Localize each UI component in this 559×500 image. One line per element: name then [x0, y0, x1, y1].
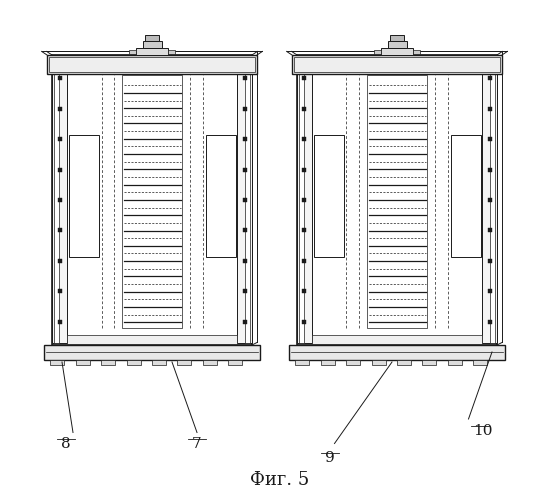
Bar — [372, 360, 386, 364]
Text: 9: 9 — [325, 451, 334, 465]
Bar — [122, 76, 182, 328]
Bar — [374, 50, 381, 54]
Bar — [177, 360, 191, 364]
Bar — [44, 345, 260, 360]
Bar — [126, 360, 140, 364]
Bar — [206, 135, 235, 257]
Text: Фиг. 5: Фиг. 5 — [250, 471, 309, 489]
Bar — [423, 360, 437, 364]
Bar — [312, 335, 482, 344]
Bar — [451, 135, 481, 257]
Bar — [346, 360, 360, 364]
Bar — [413, 50, 420, 54]
Bar — [321, 360, 335, 364]
Bar — [54, 58, 59, 343]
Bar — [473, 360, 487, 364]
Bar — [297, 55, 497, 345]
Bar — [69, 135, 98, 257]
Text: 7: 7 — [192, 438, 202, 452]
Bar — [490, 58, 495, 343]
Bar — [482, 58, 497, 343]
Bar — [299, 58, 304, 343]
Bar — [245, 58, 250, 343]
Text: 8: 8 — [61, 438, 70, 452]
Bar — [367, 76, 427, 328]
Bar — [292, 55, 502, 74]
Bar — [203, 360, 217, 364]
Bar — [52, 55, 252, 345]
Bar — [129, 50, 136, 54]
Bar — [397, 360, 411, 364]
Bar — [50, 56, 254, 72]
Bar — [50, 360, 64, 364]
Bar — [52, 58, 67, 343]
Bar — [47, 55, 257, 74]
Bar — [168, 50, 175, 54]
Bar — [101, 360, 115, 364]
Bar — [136, 48, 168, 55]
Bar — [314, 135, 343, 257]
Bar — [145, 36, 159, 41]
Bar — [297, 58, 312, 343]
Bar — [448, 360, 462, 364]
Bar — [387, 40, 406, 48]
Bar — [228, 360, 242, 364]
Bar — [67, 335, 237, 344]
Bar — [152, 360, 166, 364]
Bar — [143, 40, 162, 48]
Bar — [237, 58, 252, 343]
Bar — [381, 48, 413, 55]
Bar — [390, 36, 404, 41]
Bar — [76, 360, 90, 364]
Text: 10: 10 — [473, 424, 493, 438]
Bar — [295, 360, 309, 364]
Bar — [289, 345, 505, 360]
Bar — [295, 56, 500, 72]
